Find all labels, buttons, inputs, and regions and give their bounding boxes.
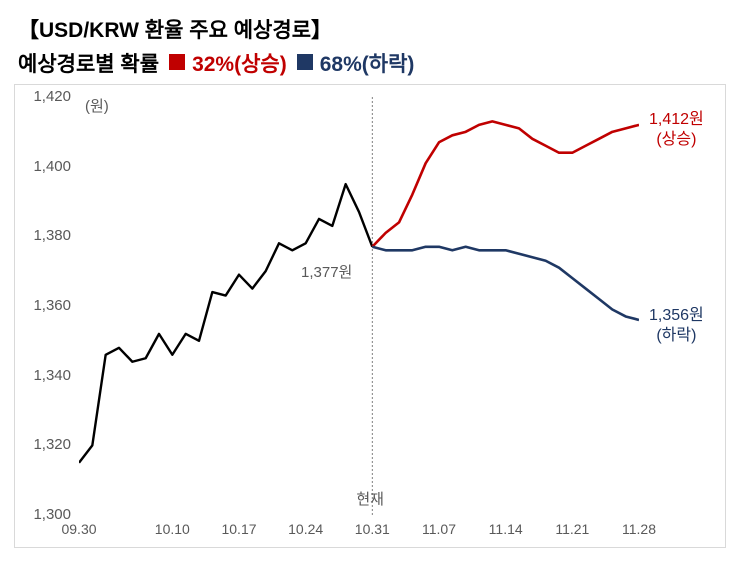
x-tick-label: 11.21 — [555, 521, 589, 537]
title-line2-prefix: 예상경로별 확률 — [18, 48, 159, 78]
x-tick-label: 09.30 — [61, 521, 96, 537]
end-label-down-sub: (하락) — [649, 326, 704, 346]
x-tick-label: 10.24 — [288, 521, 323, 537]
end-label-down-value: 1,356원 — [649, 306, 704, 326]
y-tick-label: 1,320 — [33, 436, 71, 453]
y-tick-label: 1,400 — [33, 158, 71, 175]
legend-up-label: 32%(상승) — [192, 48, 287, 78]
series-up — [372, 121, 639, 246]
current-date-label: 현재 — [356, 491, 384, 510]
current-value-label: 1,377원 — [301, 264, 352, 283]
x-tick-label: 11.07 — [422, 521, 456, 537]
legend-swatch-up — [169, 54, 185, 70]
y-tick-label: 1,380 — [33, 227, 71, 244]
x-tick-label: 10.10 — [155, 521, 190, 537]
x-tick-label: 10.17 — [221, 521, 256, 537]
x-tick-label: 10.31 — [355, 521, 390, 537]
end-label-up: 1,412원 (상승) — [649, 110, 704, 150]
series-down — [372, 247, 639, 320]
end-label-down: 1,356원 (하락) — [649, 306, 704, 346]
chart-title-line1: 【USD/KRW 환율 주요 예상경로】 — [18, 14, 722, 44]
chart-plot — [79, 97, 639, 515]
legend-swatch-down — [297, 54, 313, 70]
y-tick-label: 1,420 — [33, 88, 71, 105]
x-tick-label: 11.14 — [489, 521, 523, 537]
chart-title-block: 【USD/KRW 환율 주요 예상경로】 예상경로별 확률 32%(상승) 68… — [0, 0, 740, 86]
y-tick-label: 1,360 — [33, 297, 71, 314]
series-historical — [79, 184, 372, 463]
end-label-up-value: 1,412원 — [649, 110, 704, 130]
x-tick-label: 11.28 — [622, 521, 656, 537]
chart-title-line2: 예상경로별 확률 32%(상승) 68%(하락) — [18, 48, 722, 78]
chart-area: (원) 1,377원 현재 1,412원 (상승) 1,356원 (하락) 1,… — [14, 84, 726, 548]
end-label-up-sub: (상승) — [649, 130, 704, 150]
legend-down-label: 68%(하락) — [320, 48, 415, 78]
y-tick-label: 1,340 — [33, 367, 71, 384]
